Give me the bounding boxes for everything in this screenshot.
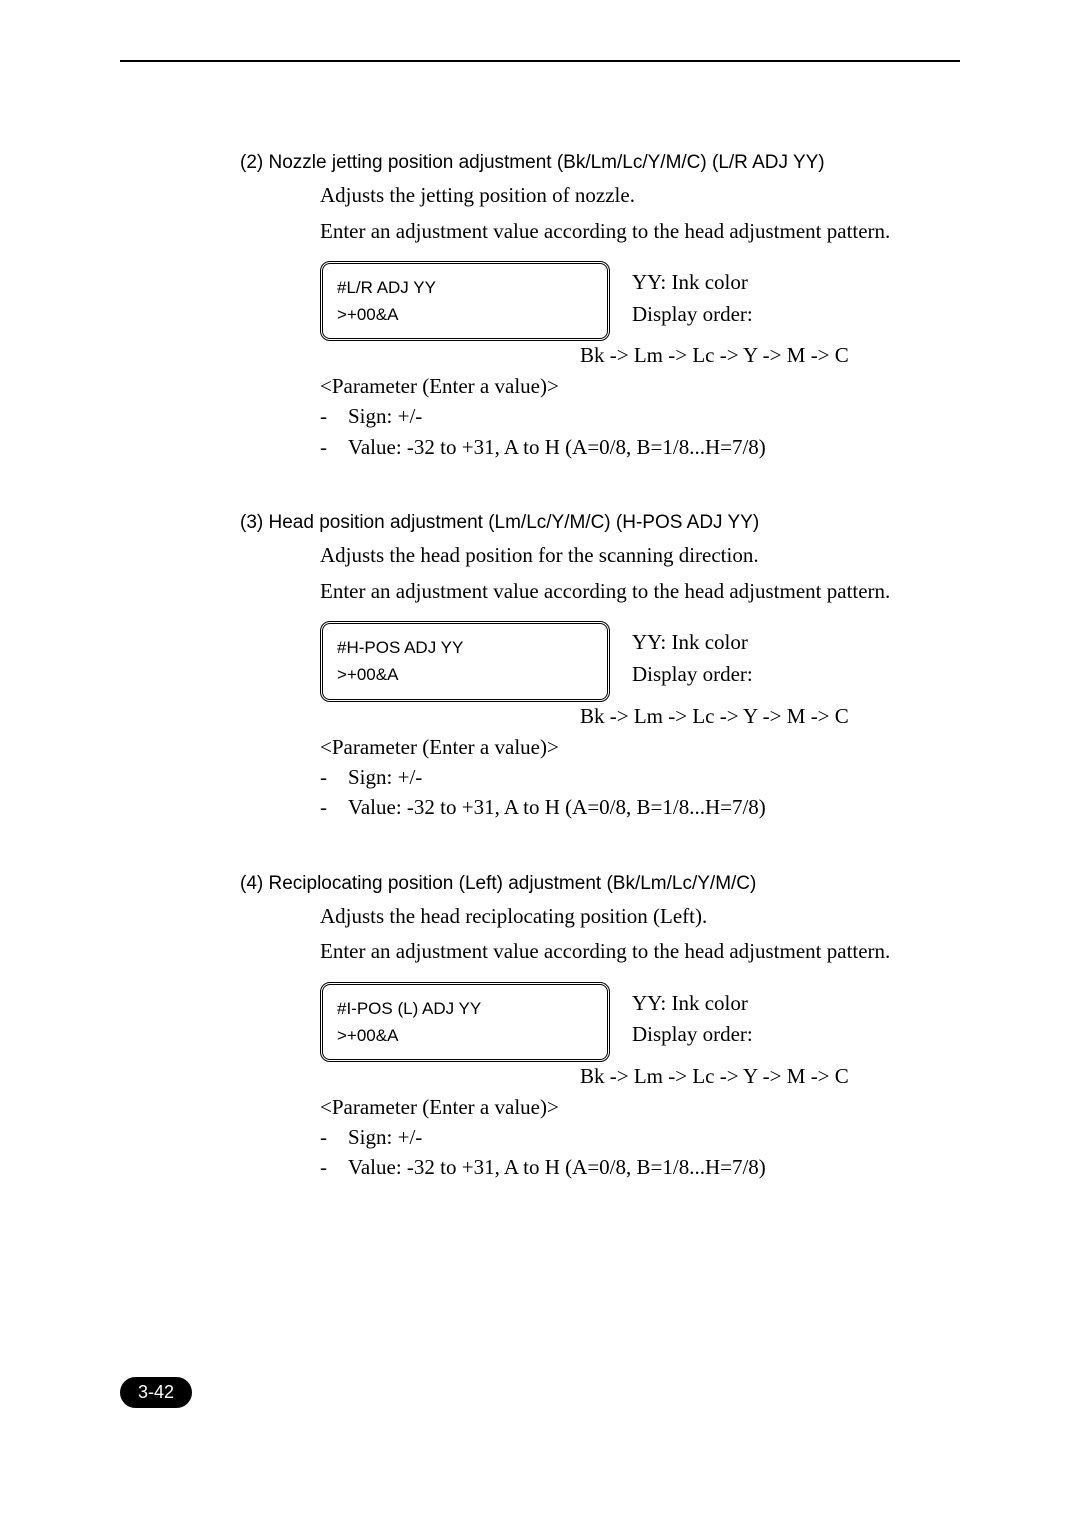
section-3-param-sign: -Sign: +/- [320, 762, 960, 792]
section-4-intro1: Adjusts the head reciplocating position … [320, 901, 960, 933]
section-2-lcd: #L/R ADJ YY >+00&A [320, 261, 610, 341]
section-3-intro1: Adjusts the head position for the scanni… [320, 540, 960, 572]
param-sign-text: Sign: +/- [348, 765, 422, 789]
section-4-param-sign: -Sign: +/- [320, 1122, 960, 1152]
section-2-intro2: Enter an adjustment value according to t… [320, 216, 960, 248]
side-ink: YY: Ink color [632, 627, 753, 659]
section-3-lcd: #H-POS ADJ YY >+00&A [320, 621, 610, 701]
lcd-line1: #L/R ADJ YY [337, 274, 593, 301]
top-rule [120, 60, 960, 62]
section-4: (4) Reciplocating position (Left) adjust… [120, 873, 960, 1183]
section-4-intro2: Enter an adjustment value according to t… [320, 936, 960, 968]
side-order-label: Display order: [632, 1019, 753, 1051]
section-2-param-title: <Parameter (Enter a value)> [320, 374, 960, 399]
section-2-title: (2) Nozzle jetting position adjustment (… [240, 152, 960, 174]
section-3-title: (3) Head position adjustment (Lm/Lc/Y/M/… [240, 512, 960, 534]
section-4-order: Bk -> Lm -> Lc -> Y -> M -> C [580, 1064, 960, 1089]
section-2-intro1: Adjusts the jetting position of nozzle. [320, 180, 960, 212]
section-4-title: (4) Reciplocating position (Left) adjust… [240, 873, 960, 895]
section-2-side: YY: Ink color Display order: [632, 261, 753, 330]
param-sign-text: Sign: +/- [348, 1125, 422, 1149]
section-4-param-title: <Parameter (Enter a value)> [320, 1095, 960, 1120]
section-3-param-title: <Parameter (Enter a value)> [320, 735, 960, 760]
section-4-display-row: #I-POS (L) ADJ YY >+00&A YY: Ink color D… [320, 982, 960, 1062]
lcd-line2: >+00&A [337, 661, 593, 688]
side-order-label: Display order: [632, 659, 753, 691]
section-2-display-row: #L/R ADJ YY >+00&A YY: Ink color Display… [320, 261, 960, 341]
param-sign-text: Sign: +/- [348, 404, 422, 428]
page-number-badge: 3-42 [120, 1377, 192, 1408]
section-3: (3) Head position adjustment (Lm/Lc/Y/M/… [120, 512, 960, 822]
lcd-line1: #H-POS ADJ YY [337, 634, 593, 661]
section-2-order: Bk -> Lm -> Lc -> Y -> M -> C [580, 343, 960, 368]
param-value-text: Value: -32 to +31, A to H (A=0/8, B=1/8.… [348, 795, 766, 819]
section-4-side: YY: Ink color Display order: [632, 982, 753, 1051]
section-2-param-value: -Value: -32 to +31, A to H (A=0/8, B=1/8… [320, 432, 960, 462]
section-2: (2) Nozzle jetting position adjustment (… [120, 152, 960, 462]
section-3-order: Bk -> Lm -> Lc -> Y -> M -> C [580, 704, 960, 729]
side-ink: YY: Ink color [632, 988, 753, 1020]
section-4-param-value: -Value: -32 to +31, A to H (A=0/8, B=1/8… [320, 1152, 960, 1182]
section-3-side: YY: Ink color Display order: [632, 621, 753, 690]
lcd-line2: >+00&A [337, 301, 593, 328]
side-ink: YY: Ink color [632, 267, 753, 299]
param-value-text: Value: -32 to +31, A to H (A=0/8, B=1/8.… [348, 1155, 766, 1179]
section-3-intro2: Enter an adjustment value according to t… [320, 576, 960, 608]
lcd-line2: >+00&A [337, 1022, 593, 1049]
side-order-label: Display order: [632, 299, 753, 331]
param-value-text: Value: -32 to +31, A to H (A=0/8, B=1/8.… [348, 435, 766, 459]
section-2-param-sign: -Sign: +/- [320, 401, 960, 431]
section-3-param-value: -Value: -32 to +31, A to H (A=0/8, B=1/8… [320, 792, 960, 822]
lcd-line1: #I-POS (L) ADJ YY [337, 995, 593, 1022]
section-4-lcd: #I-POS (L) ADJ YY >+00&A [320, 982, 610, 1062]
section-3-display-row: #H-POS ADJ YY >+00&A YY: Ink color Displ… [320, 621, 960, 701]
